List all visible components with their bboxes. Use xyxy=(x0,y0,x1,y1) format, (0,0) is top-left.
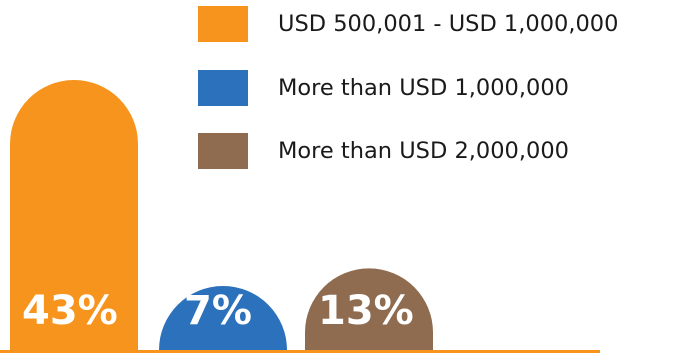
bar-label-more-than-2000000: 13% xyxy=(318,288,414,334)
legend-item-more-than-2000000: More than USD 2,000,000 xyxy=(198,133,569,169)
legend-item-usd-500001-1000000: USD 500,001 - USD 1,000,000 xyxy=(198,6,618,42)
legend-swatch-orange xyxy=(198,6,248,42)
bar-label-more-than-1000000: 7% xyxy=(184,288,252,334)
bar-label-usd-500001-1000000: 43% xyxy=(22,288,118,334)
bar-usd-500001-1000000 xyxy=(10,80,138,350)
legend-label-more-than-1000000: More than USD 1,000,000 xyxy=(278,75,569,101)
bar-more-than-1000000 xyxy=(159,286,287,350)
legend-label-usd-500001-1000000: USD 500,001 - USD 1,000,000 xyxy=(278,11,619,37)
legend-label-more-than-2000000: More than USD 2,000,000 xyxy=(278,138,569,164)
bar-more-than-2000000 xyxy=(305,268,433,350)
legend-swatch-blue xyxy=(198,70,248,106)
legend-swatch-brown xyxy=(198,133,248,169)
legend-item-more-than-1000000: More than USD 1,000,000 xyxy=(198,70,569,106)
